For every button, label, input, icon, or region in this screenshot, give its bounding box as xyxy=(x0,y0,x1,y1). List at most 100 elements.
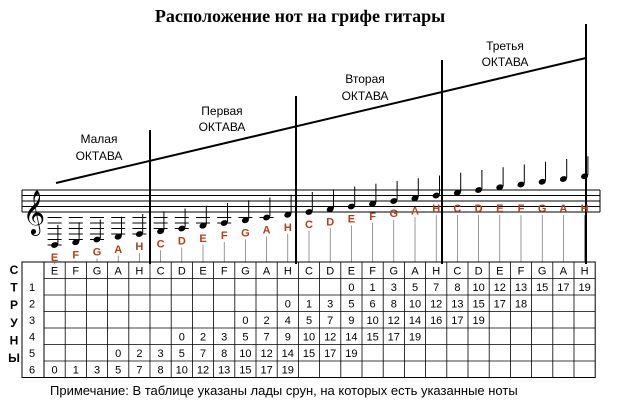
fret-number: 17 xyxy=(494,299,506,311)
fret-number: 10 xyxy=(366,315,378,327)
table-header-note: H xyxy=(581,266,589,278)
fret-number: 8 xyxy=(454,282,460,294)
note-head xyxy=(390,198,398,204)
strings-label-letter: Н xyxy=(10,333,19,347)
octave-name: Вторая xyxy=(345,72,385,86)
table-header-note: E xyxy=(199,266,206,278)
fret-number: 0 xyxy=(52,365,58,377)
fret-number: 15 xyxy=(472,299,484,311)
fret-number: 0 xyxy=(348,282,354,294)
note-head xyxy=(369,200,377,207)
fret-number: 5 xyxy=(242,332,248,344)
fret-number: 17 xyxy=(557,282,569,294)
fret-number: 10 xyxy=(303,332,315,344)
string-number: 2 xyxy=(29,299,35,311)
note-letter: C xyxy=(305,219,313,231)
note-letter: E xyxy=(51,252,58,264)
table-header-note: C xyxy=(453,266,461,278)
note-letter: G xyxy=(241,227,250,239)
fret-number: 12 xyxy=(494,282,506,294)
note-head xyxy=(135,231,143,237)
note-head xyxy=(559,176,567,182)
fret-number: 1 xyxy=(73,365,79,377)
note-head xyxy=(114,233,122,240)
string-number: 6 xyxy=(29,365,35,377)
table-header-note: H xyxy=(432,266,440,278)
strings-label-letter: Т xyxy=(10,281,18,295)
fret-number: 5 xyxy=(179,348,185,360)
note-letter: F xyxy=(369,211,376,223)
fret-number: 17 xyxy=(324,348,336,360)
string-number: 5 xyxy=(29,348,35,360)
table-header-note: G xyxy=(390,266,399,278)
fret-number: 15 xyxy=(366,332,378,344)
table-header-note: D xyxy=(178,266,186,278)
note-letter: G xyxy=(538,203,547,215)
fret-number: 10 xyxy=(239,348,251,360)
fret-number: 3 xyxy=(391,282,397,294)
note-letter: E xyxy=(348,214,355,226)
octave-name: Третья xyxy=(486,39,524,53)
table-header-note: C xyxy=(305,266,313,278)
fret-number: 2 xyxy=(136,348,142,360)
octave-name: Малая xyxy=(81,132,118,146)
fret-number: 17 xyxy=(451,315,463,327)
table-header-note: H xyxy=(135,266,143,278)
fret-number: 15 xyxy=(303,348,315,360)
note-head xyxy=(517,181,525,188)
fret-number: 2 xyxy=(200,332,206,344)
fret-number: 14 xyxy=(409,315,421,327)
fret-number: 12 xyxy=(260,348,272,360)
note-head xyxy=(93,236,101,243)
fret-number: 12 xyxy=(197,365,209,377)
fret-number: 12 xyxy=(430,299,442,311)
note-letter: H xyxy=(432,203,440,215)
note-head xyxy=(199,222,207,229)
fret-number: 0 xyxy=(242,315,248,327)
note-head xyxy=(538,178,546,185)
note-head xyxy=(475,187,483,193)
fret-number: 7 xyxy=(200,348,206,360)
note-letter: A xyxy=(263,225,271,237)
octave-rising-line xyxy=(55,57,587,184)
note-head xyxy=(72,239,80,246)
note-letter: D xyxy=(475,203,483,215)
note-head xyxy=(178,225,186,232)
note-letter: F xyxy=(72,249,79,261)
fret-number: 19 xyxy=(578,282,590,294)
fret-number: 7 xyxy=(433,282,439,294)
strings-label-letter: С xyxy=(10,263,19,277)
fret-number: 4 xyxy=(285,315,291,327)
fret-number: 3 xyxy=(221,332,227,344)
fret-number: 15 xyxy=(536,282,548,294)
fret-number: 5 xyxy=(306,315,312,327)
fret-number: 5 xyxy=(348,299,354,311)
table-header-note: F xyxy=(221,266,228,278)
fret-number: 10 xyxy=(409,299,421,311)
note-head xyxy=(284,211,292,218)
note-head xyxy=(305,209,313,215)
table-header-note: F xyxy=(72,266,79,278)
fret-number: 9 xyxy=(348,315,354,327)
fret-number: 1 xyxy=(370,282,376,294)
note-letter: E xyxy=(199,233,206,245)
note-letter: H xyxy=(135,241,143,253)
note-head xyxy=(326,206,334,213)
footnote: Примечание: В таблице указаны лады срун,… xyxy=(50,383,518,398)
note-letter: C xyxy=(453,203,461,215)
note-head xyxy=(581,173,589,180)
octave-label: ОКТАВА xyxy=(342,89,389,103)
fret-number: 2 xyxy=(264,315,270,327)
note-letter: H xyxy=(284,222,292,234)
page-title: Расположение нот на грифе гитары xyxy=(154,6,446,26)
fret-number: 19 xyxy=(472,315,484,327)
fret-number: 3 xyxy=(94,365,100,377)
fret-number: 16 xyxy=(430,315,442,327)
note-head xyxy=(496,184,504,191)
table-header-note: A xyxy=(411,266,419,278)
note-letter: A xyxy=(411,205,419,217)
table-header-note: G xyxy=(538,266,547,278)
note-head xyxy=(220,220,228,226)
fret-number: 3 xyxy=(158,348,164,360)
table-header-note: G xyxy=(241,266,250,278)
